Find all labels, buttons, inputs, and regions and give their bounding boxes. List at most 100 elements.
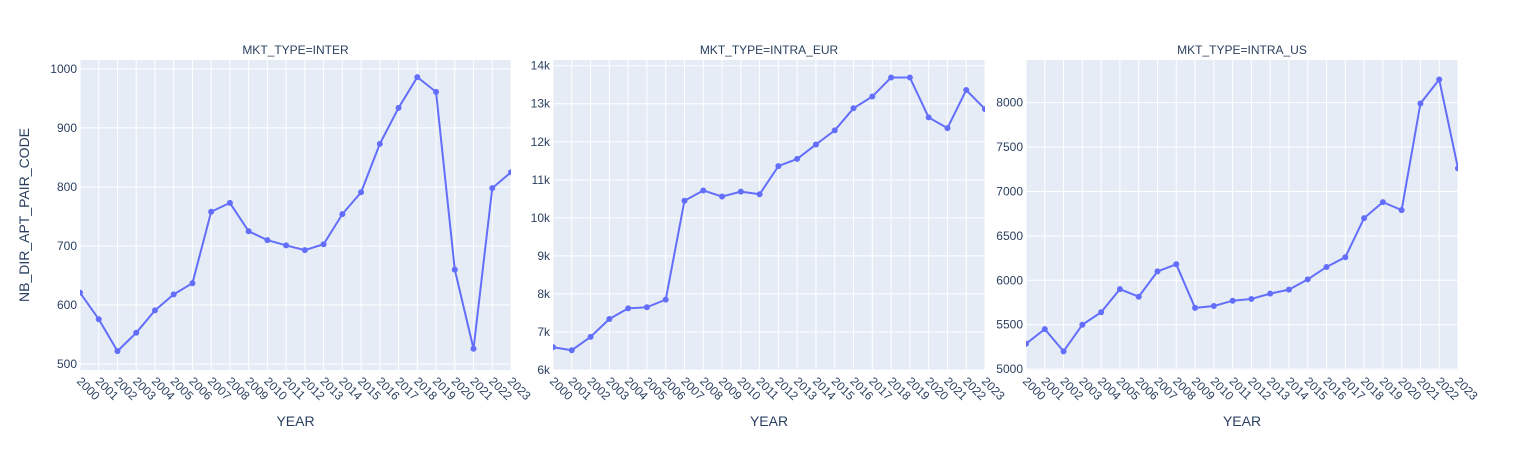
data-point [925, 114, 932, 121]
data-point [133, 329, 140, 336]
x-axis-title: YEAR [1223, 413, 1261, 429]
data-point [944, 125, 951, 132]
y-tick-label: 6500 [996, 229, 1023, 243]
data-point [1135, 293, 1142, 300]
data-point [700, 187, 707, 194]
data-point [189, 280, 196, 287]
y-tick-label: 600 [57, 298, 77, 312]
data-point [1041, 326, 1048, 333]
data-point [587, 333, 594, 340]
data-point [1210, 303, 1217, 310]
series-group [553, 74, 985, 354]
data-point [831, 127, 838, 134]
data-point [339, 211, 346, 218]
data-point [1116, 286, 1123, 293]
data-point [264, 237, 271, 244]
data-point [1361, 215, 1368, 222]
data-point [1192, 304, 1199, 311]
data-point [963, 87, 970, 94]
data-point [489, 185, 496, 192]
data-point [1026, 340, 1029, 347]
data-point [1154, 268, 1161, 275]
data-point [1248, 295, 1255, 302]
data-point [1323, 263, 1330, 270]
data-point [1455, 165, 1458, 172]
data-point [114, 348, 121, 355]
y-tick-label: 5500 [996, 318, 1023, 332]
data-point [568, 347, 575, 354]
data-point [1098, 309, 1105, 316]
y-tick-label: 500 [57, 357, 77, 371]
data-point [737, 188, 744, 195]
data-point [283, 242, 290, 249]
plot-background [1026, 60, 1458, 370]
y-tick-label: 13k [531, 97, 551, 111]
subplot-title: MKT_TYPE=INTRA_US [1177, 43, 1307, 57]
data-point [95, 316, 102, 323]
data-point [226, 199, 233, 206]
data-point [1267, 290, 1274, 297]
y-tick-label: 14k [531, 59, 551, 73]
y-tick-label: 5000 [996, 362, 1023, 376]
data-point [470, 345, 477, 352]
data-point [1436, 76, 1443, 83]
data-point [451, 266, 458, 273]
y-tick-label: 9k [537, 249, 551, 263]
series-line [1026, 78, 1458, 353]
data-point [80, 289, 83, 296]
data-point [414, 74, 421, 81]
data-point [775, 163, 782, 170]
data-point [1342, 254, 1349, 261]
data-point [1417, 100, 1424, 107]
y-tick-label: 12k [531, 135, 551, 149]
y-tick-label: 8000 [996, 96, 1023, 110]
data-point [320, 241, 327, 248]
y-tick-label: 900 [57, 121, 77, 135]
data-point [508, 169, 511, 176]
data-point [151, 307, 158, 314]
data-point [625, 305, 632, 312]
data-point [1285, 286, 1292, 293]
y-tick-label: 7k [537, 325, 551, 339]
y-tick-label: 7500 [996, 140, 1023, 154]
y-tick-label: 6k [537, 363, 551, 377]
y-tick-label: 6000 [996, 273, 1023, 287]
data-point [982, 106, 985, 113]
data-point [1398, 207, 1405, 214]
data-point [1060, 348, 1067, 355]
data-point [553, 344, 556, 351]
data-point [756, 191, 763, 198]
x-axis-title: YEAR [750, 413, 788, 429]
subplot-2: 6k7k8k9k10k11k12k13k14k20002001200220032… [531, 43, 1008, 429]
data-point [1304, 276, 1311, 283]
subplot-title: MKT_TYPE=INTER [242, 43, 349, 57]
series-line [553, 76, 985, 352]
data-point [395, 104, 402, 111]
data-point [906, 74, 913, 81]
y-axis-title: NB_DIR_APT_PAIR_CODE [16, 128, 32, 302]
y-tick-label: 8k [537, 287, 551, 301]
series-group [80, 74, 511, 355]
y-tick-label: 11k [532, 173, 551, 187]
data-point [433, 88, 440, 95]
y-tick-label: 800 [57, 180, 77, 194]
data-point [170, 291, 177, 298]
subplot-title: MKT_TYPE=INTRA_EUR [700, 43, 839, 57]
data-point [812, 141, 819, 148]
data-point [245, 228, 252, 235]
data-point [208, 208, 215, 215]
data-point [1079, 321, 1086, 328]
y-tick-label: 10k [531, 211, 551, 225]
data-point [1173, 261, 1180, 268]
series-group [1026, 76, 1458, 355]
y-tick-label: 700 [57, 239, 77, 253]
data-point [301, 247, 308, 254]
data-point [643, 304, 650, 311]
plot-background [80, 60, 511, 370]
data-point [850, 105, 857, 112]
subplot-1: 5006007008009001000200020012002200320042… [50, 43, 534, 429]
data-point [719, 193, 726, 200]
data-point [606, 316, 613, 323]
data-point [662, 296, 669, 303]
